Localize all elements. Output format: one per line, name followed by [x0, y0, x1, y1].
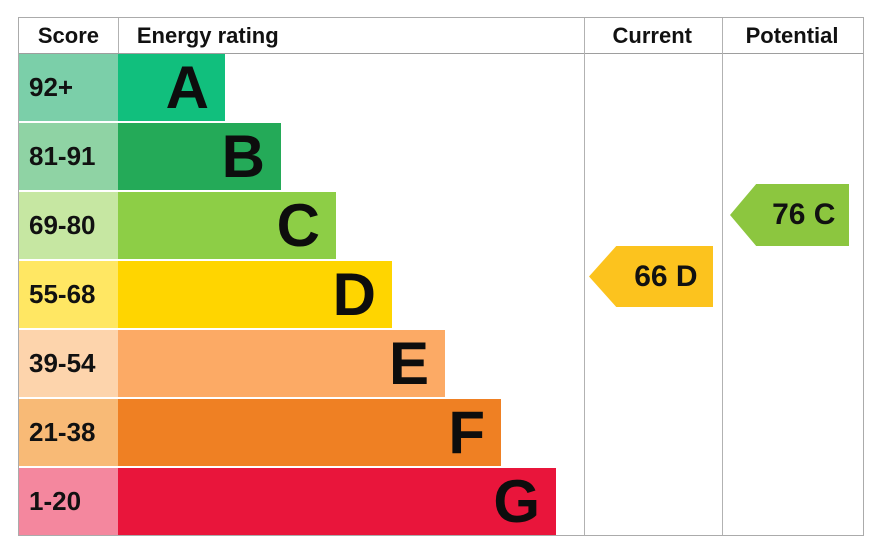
- band-letter: D: [332, 260, 376, 328]
- score-range-label: 81-91: [29, 141, 96, 171]
- band-letter: E: [388, 329, 429, 397]
- score-cell: 69-80: [19, 192, 118, 259]
- current-column-divider: [584, 18, 585, 535]
- current-rating-label: 66 D: [634, 259, 698, 293]
- band-letter: F: [448, 398, 485, 466]
- rating-bar: B: [118, 123, 281, 190]
- potential-rating-label: 76 C: [772, 198, 836, 231]
- score-range-label: 1-20: [29, 486, 82, 516]
- potential-header-label: Potential: [745, 22, 839, 48]
- score-range-label: 39-54: [29, 348, 96, 378]
- score-column-header: Score: [19, 18, 118, 53]
- score-cell: 92+: [19, 54, 118, 121]
- rating-bar: C: [118, 192, 336, 259]
- current-header-label: Current: [612, 22, 692, 48]
- band-row: 81-91 B: [19, 123, 863, 192]
- band-letter: B: [221, 122, 265, 190]
- band-row: 21-38 F: [19, 399, 863, 468]
- energy-rating-header-label: Energy rating: [136, 22, 279, 48]
- chart-header-row: Score Energy rating Current Potential: [19, 18, 863, 54]
- energy-rating-column-header: Energy rating: [118, 18, 583, 53]
- current-rating-arrow: 66 D: [589, 246, 713, 307]
- score-column-divider: [118, 18, 119, 53]
- score-range-label: 92+: [29, 72, 74, 102]
- potential-column-header: Potential: [721, 18, 863, 53]
- band-row: 69-80 C: [19, 192, 863, 261]
- potential-column-divider: [722, 18, 723, 535]
- rating-bar: G: [118, 468, 556, 535]
- band-letter: A: [165, 53, 209, 121]
- band-row: 92+ A: [19, 54, 863, 123]
- band-row: 1-20 G: [19, 468, 863, 535]
- score-header-label: Score: [37, 22, 100, 48]
- current-column-header: Current: [583, 18, 721, 53]
- score-range-label: 21-38: [29, 417, 96, 447]
- score-cell: 81-91: [19, 123, 118, 190]
- score-cell: 39-54: [19, 330, 118, 397]
- score-cell: 55-68: [19, 261, 118, 328]
- band-row: 39-54 E: [19, 330, 863, 399]
- band-rows: 92+ A 81-91 B 69-80 C 55-68 D 39-54 E: [19, 54, 863, 535]
- band-row: 55-68 D: [19, 261, 863, 330]
- score-range-label: 55-68: [29, 279, 96, 309]
- rating-bar: A: [118, 54, 225, 121]
- potential-rating-arrow: 76 C: [730, 184, 849, 246]
- rating-bar: E: [118, 330, 445, 397]
- score-cell: 1-20: [19, 468, 118, 535]
- score-range-label: 69-80: [29, 210, 96, 240]
- score-cell: 21-38: [19, 399, 118, 466]
- band-letter: C: [276, 191, 320, 259]
- rating-bar: F: [118, 399, 501, 466]
- epc-rating-chart: Score Energy rating Current Potential 92…: [18, 17, 864, 536]
- rating-bar: D: [118, 261, 392, 328]
- band-letter: G: [493, 467, 540, 535]
